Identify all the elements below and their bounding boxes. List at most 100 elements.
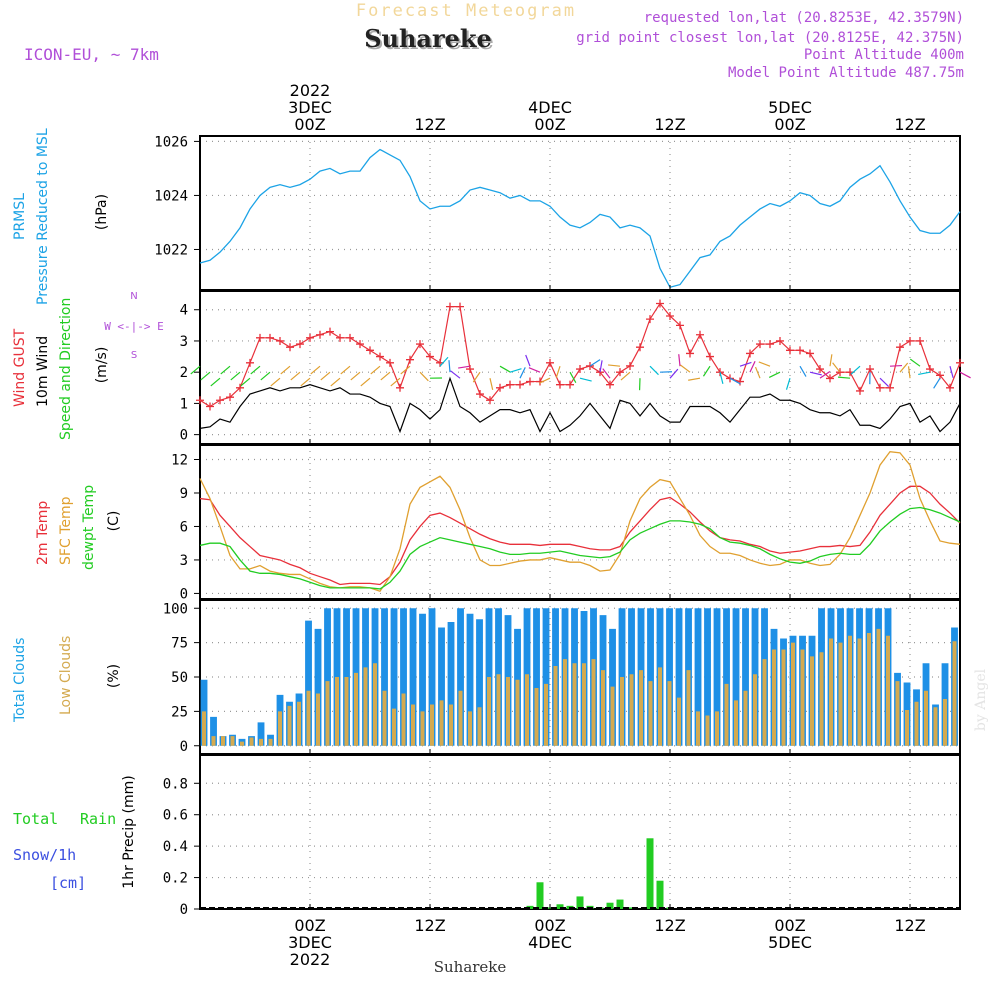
wind-rose-we: W <-|-> E bbox=[104, 320, 164, 333]
wind-direction-arrow bbox=[525, 354, 531, 367]
temp-label-a: 2m Temp bbox=[35, 501, 51, 565]
low-cloud-bar bbox=[525, 674, 529, 746]
rain-bar bbox=[656, 880, 664, 909]
bottom-time-label: 12Z bbox=[414, 916, 445, 935]
wind-direction-arrow bbox=[340, 365, 351, 375]
bottom-time-label: 2022 bbox=[290, 950, 331, 969]
total-cloud-bar bbox=[742, 608, 749, 746]
y-tick-label: 3 bbox=[180, 553, 188, 569]
wind-direction-arrow bbox=[719, 372, 724, 384]
total-cloud-bar bbox=[675, 608, 683, 746]
wind-direction-arrow bbox=[300, 377, 311, 387]
gust-marker bbox=[936, 371, 944, 380]
low-cloud-bar bbox=[857, 638, 862, 746]
y-tick-label: 1024 bbox=[154, 188, 188, 204]
clouds-unit: (%) bbox=[106, 664, 122, 688]
gust-marker bbox=[896, 343, 904, 352]
low-cloud-bar bbox=[316, 693, 320, 746]
rain-bar bbox=[626, 907, 634, 909]
total-cloud-bar bbox=[409, 608, 417, 746]
wind-direction-arrow bbox=[320, 371, 331, 381]
low-cloud-bar bbox=[867, 633, 871, 746]
low-cloud-bar bbox=[230, 736, 235, 746]
low-cloud-bar bbox=[430, 704, 434, 746]
total-cloud-bar bbox=[324, 608, 331, 746]
total-cloud-bar bbox=[257, 722, 265, 746]
y-tick-label: 1 bbox=[180, 396, 188, 412]
gust-marker bbox=[386, 358, 394, 367]
watermark: by Angel bbox=[973, 668, 989, 731]
wind-direction-arrow bbox=[785, 378, 791, 390]
gust-marker bbox=[316, 330, 324, 339]
low-cloud-bar bbox=[629, 674, 634, 746]
gust-marker bbox=[926, 365, 934, 374]
low-cloud-bar bbox=[800, 649, 805, 746]
y-tick-label: 12 bbox=[171, 453, 188, 469]
wind-direction-arrow bbox=[758, 361, 771, 367]
wind-direction-arrow bbox=[933, 377, 941, 389]
wind-direction-arrow bbox=[230, 371, 241, 381]
total-cloud-bar bbox=[704, 608, 711, 746]
wind-direction-arrow bbox=[555, 365, 561, 378]
total-cloud-bar bbox=[381, 608, 388, 746]
wind-direction-arrow bbox=[889, 364, 903, 367]
gust-marker bbox=[376, 352, 384, 361]
gust-marker bbox=[606, 380, 614, 389]
low-cloud-bar bbox=[259, 738, 263, 746]
low-cloud-bar bbox=[325, 681, 330, 746]
gust-marker bbox=[216, 396, 224, 405]
rain-bar bbox=[646, 838, 654, 909]
top-time-label: 12Z bbox=[654, 115, 685, 134]
low-cloud-bar bbox=[278, 711, 282, 746]
precip-label-snow: Snow/1h bbox=[13, 846, 76, 864]
wind-direction-arrow bbox=[439, 356, 449, 367]
temp-label-c: dewpt Temp bbox=[81, 485, 97, 570]
low-cloud-bar bbox=[658, 667, 662, 746]
gust-marker bbox=[636, 343, 644, 352]
low-cloud-bar bbox=[468, 711, 472, 746]
bottom-time-label: 00Z bbox=[774, 916, 805, 935]
low-cloud-bar bbox=[306, 690, 311, 746]
wind-direction-arrow bbox=[599, 360, 603, 373]
total-cloud-bar bbox=[210, 716, 217, 746]
model-label: ICON-EU, ~ 7km bbox=[24, 45, 159, 64]
low-cloud-bar bbox=[515, 679, 520, 746]
requested-coords: requested lon,lat (20.8253E, 42.3579N) bbox=[644, 10, 964, 26]
y-tick-label: 0 bbox=[180, 428, 188, 444]
top-time-label: 12Z bbox=[894, 115, 925, 134]
total-cloud-bar bbox=[447, 622, 455, 746]
low-cloud-bar bbox=[696, 711, 700, 746]
gust-marker bbox=[666, 311, 674, 320]
gust-marker bbox=[916, 336, 924, 345]
low-cloud-bar bbox=[439, 700, 444, 746]
top-time-label: 5DEC bbox=[768, 98, 812, 117]
low-cloud-bar bbox=[240, 741, 244, 746]
total-cloud-bar bbox=[419, 613, 426, 746]
wind-direction-arrow bbox=[649, 365, 659, 376]
wind-label-b: 10m Wind bbox=[35, 336, 51, 407]
y-tick-label: 0 bbox=[180, 739, 188, 755]
wind-direction-arrow bbox=[678, 354, 681, 367]
low-cloud-bar bbox=[829, 638, 833, 746]
gust-marker bbox=[746, 349, 754, 358]
low-cloud-bar bbox=[344, 677, 349, 746]
wind-rose-s: S bbox=[131, 350, 137, 361]
dewpoint-line bbox=[199, 506, 961, 590]
gust-marker bbox=[296, 340, 304, 349]
gust-marker bbox=[446, 302, 454, 311]
low-cloud-bar bbox=[335, 677, 339, 746]
wind-direction-arrow bbox=[538, 377, 551, 384]
top-time-label: 12Z bbox=[414, 115, 445, 134]
title-faint: Forecast Meteogram bbox=[356, 1, 576, 21]
pressure-label-a: PRMSL bbox=[12, 193, 28, 240]
low-cloud-bar bbox=[914, 701, 919, 746]
wind-direction-arrow bbox=[749, 361, 756, 373]
gust-marker bbox=[326, 327, 334, 336]
wind-direction-arrow bbox=[519, 367, 526, 379]
y-tick-label: 6 bbox=[180, 519, 188, 535]
precip-label-cm: [cm] bbox=[50, 874, 86, 892]
top-time-label: 00Z bbox=[534, 115, 565, 134]
wind-direction-arrow bbox=[509, 368, 522, 373]
total-cloud-bar bbox=[732, 608, 740, 746]
total-cloud-bar bbox=[647, 608, 654, 746]
